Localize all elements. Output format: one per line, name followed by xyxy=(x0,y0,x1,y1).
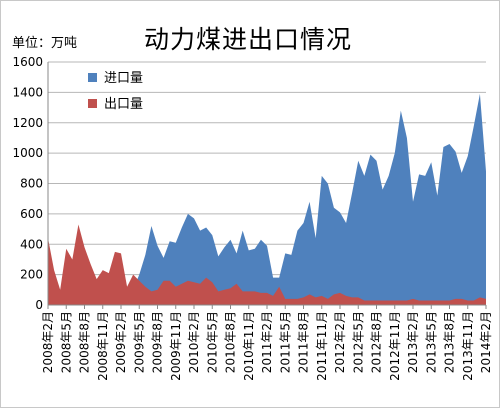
legend-label-export: 出口量 xyxy=(104,97,143,112)
x-tick-label: 2010年2月 xyxy=(187,311,201,373)
x-tick-label: 2011年2月 xyxy=(260,311,274,373)
y-tick-label: 1400 xyxy=(12,85,43,99)
x-tick-label: 2008年11月 xyxy=(96,311,110,381)
y-tick-label: 1600 xyxy=(12,55,43,69)
series-area-export xyxy=(48,224,486,305)
x-tick-label: 2014年2月 xyxy=(479,311,493,373)
y-tick-label: 600 xyxy=(20,207,43,221)
x-tick-label: 2011年11月 xyxy=(315,311,329,381)
y-tick-label: 400 xyxy=(20,237,43,251)
x-tick-label: 2010年8月 xyxy=(224,311,238,373)
unit-label: 单位：万吨 xyxy=(12,36,78,51)
x-tick-label: 2008年5月 xyxy=(59,311,73,373)
legend-swatch-export xyxy=(88,99,97,108)
x-tick-label: 2010年11月 xyxy=(242,311,256,381)
x-tick-label: 2008年8月 xyxy=(78,311,92,373)
x-tick-label: 2010年5月 xyxy=(205,311,219,373)
x-tick-label: 2013年8月 xyxy=(443,311,457,373)
x-tick-label: 2012年2月 xyxy=(333,311,347,373)
y-tick-label: 0 xyxy=(35,298,43,312)
x-tick-label: 2013年2月 xyxy=(406,311,420,373)
x-tick-label: 2013年5月 xyxy=(424,311,438,373)
x-tick-label: 2013年11月 xyxy=(461,311,475,381)
chart-title: 动力煤进出口情况 xyxy=(144,25,353,54)
y-tick-label: 800 xyxy=(20,177,43,191)
x-tick-label: 2009年5月 xyxy=(132,311,146,373)
x-tick-label: 2012年5月 xyxy=(351,311,365,373)
x-tick-label: 2012年8月 xyxy=(370,311,384,373)
x-tick-label: 2009年2月 xyxy=(114,311,128,373)
x-tick-label: 2011年8月 xyxy=(297,311,311,373)
y-tick-label: 200 xyxy=(20,268,43,282)
x-tick-label: 2008年2月 xyxy=(41,311,55,373)
legend-label-import: 进口量 xyxy=(104,71,143,86)
x-tick-label: 2009年11月 xyxy=(169,311,183,381)
x-tick-label: 2012年11月 xyxy=(388,311,402,381)
series-area-import xyxy=(48,93,486,305)
legend-swatch-import xyxy=(88,73,97,82)
y-tick-label: 1200 xyxy=(12,116,43,130)
y-tick-label: 1000 xyxy=(12,146,43,160)
x-tick-label: 2009年8月 xyxy=(151,311,165,373)
x-tick-label: 2011年5月 xyxy=(278,311,292,373)
